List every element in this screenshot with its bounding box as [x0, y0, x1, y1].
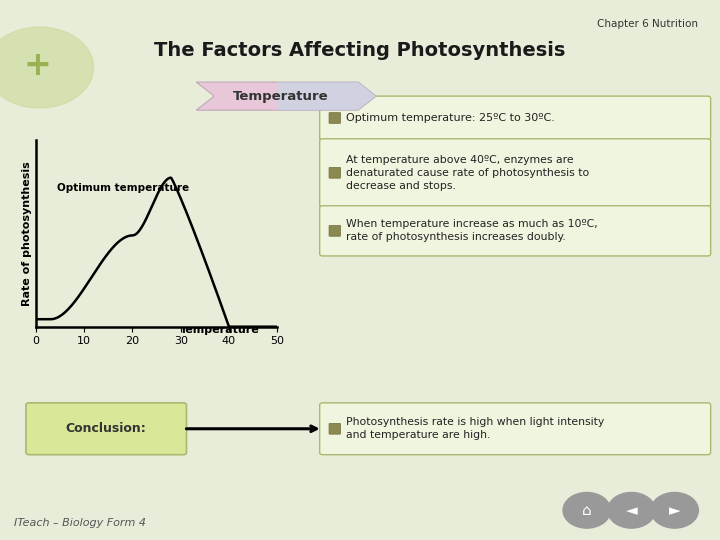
FancyBboxPatch shape — [26, 403, 186, 455]
Text: At temperature above 40ºC, enzymes are
denaturated cause rate of photosynthesis : At temperature above 40ºC, enzymes are d… — [346, 154, 590, 191]
Y-axis label: Rate of photosynthesis: Rate of photosynthesis — [22, 161, 32, 306]
FancyBboxPatch shape — [320, 206, 711, 256]
FancyBboxPatch shape — [320, 403, 711, 455]
Text: ►: ► — [669, 503, 680, 518]
Polygon shape — [277, 82, 376, 110]
Text: Chapter 6 Nutrition: Chapter 6 Nutrition — [598, 19, 698, 29]
Text: Temperature: Temperature — [233, 90, 328, 103]
Text: +: + — [24, 49, 51, 83]
Polygon shape — [196, 82, 376, 110]
Circle shape — [563, 492, 611, 528]
Circle shape — [0, 27, 94, 108]
FancyBboxPatch shape — [329, 226, 341, 237]
Text: ◄: ◄ — [626, 503, 637, 518]
Text: Photosynthesis rate is high when light intensity
and temperature are high.: Photosynthesis rate is high when light i… — [346, 417, 605, 440]
Text: The Factors Affecting Photosynthesis: The Factors Affecting Photosynthesis — [154, 40, 566, 59]
Text: ⌂: ⌂ — [582, 503, 592, 518]
Text: Optimum temperature: Optimum temperature — [57, 183, 189, 193]
Text: Temperature: Temperature — [180, 325, 259, 335]
FancyBboxPatch shape — [329, 113, 341, 124]
Text: ITeach – Biology Form 4: ITeach – Biology Form 4 — [14, 518, 146, 528]
Circle shape — [651, 492, 698, 528]
FancyBboxPatch shape — [329, 167, 341, 178]
Text: Optimum temperature: 25ºC to 30ºC.: Optimum temperature: 25ºC to 30ºC. — [346, 113, 555, 123]
Text: When temperature increase as much as 10ºC,
rate of photosynthesis increases doub: When temperature increase as much as 10º… — [346, 219, 598, 242]
Circle shape — [608, 492, 655, 528]
FancyBboxPatch shape — [320, 96, 711, 140]
FancyBboxPatch shape — [320, 139, 711, 207]
FancyBboxPatch shape — [329, 423, 341, 434]
Text: Conclusion:: Conclusion: — [66, 422, 147, 435]
